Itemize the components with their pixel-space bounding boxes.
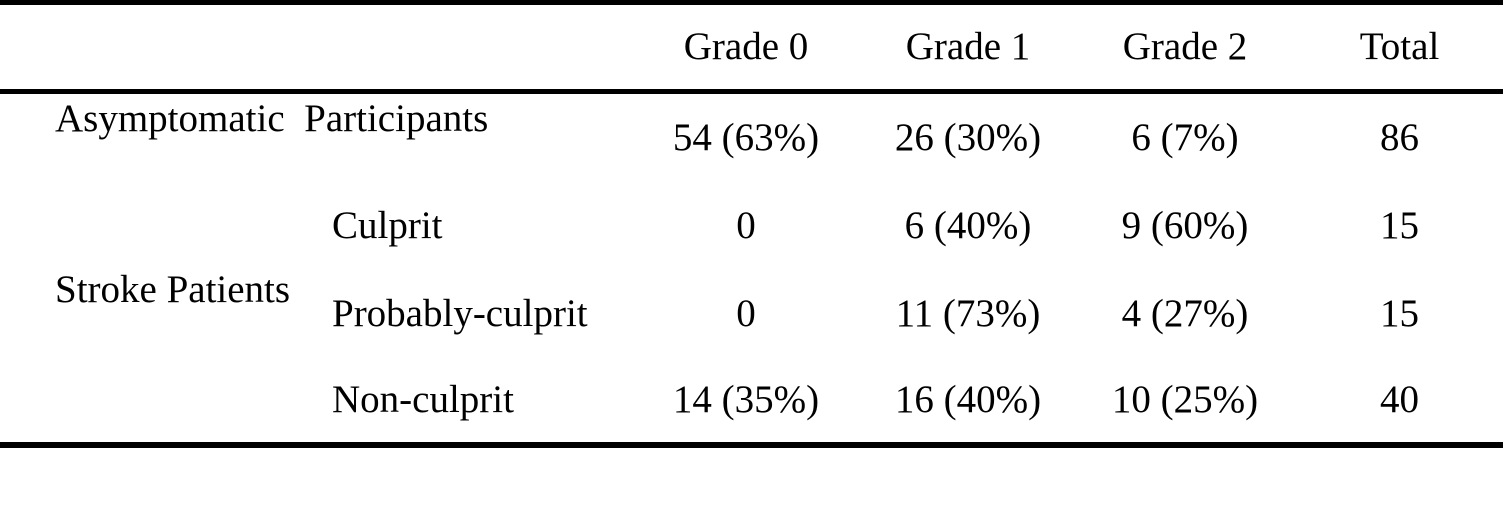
cell-asymptomatic-grade-0: 54 (63%) [672,115,820,159]
cell-non-culprit-total: 40 [1380,377,1419,421]
cell-probably-culprit-grade-0: 0 [736,292,756,336]
cell-probably-culprit-grade-1: 11 (73%) [895,292,1041,336]
cell-non-culprit-grade-1: 16 (40%) [894,377,1042,421]
header-stub-cell [0,3,630,92]
column-header-grade-2: Grade 2 [1122,24,1248,68]
table-row-asymptomatic: Asymptomatic Participants 54 (63%) 26 (3… [0,92,1503,183]
column-header-grade-0: Grade 0 [683,24,809,68]
cell-asymptomatic-grade-1: 26 (30%) [894,115,1042,159]
cell-non-culprit-grade-2: 10 (25%) [1111,377,1259,421]
cell-culprit-grade-1: 6 (40%) [904,204,1032,248]
column-header-grade-1: Grade 1 [905,24,1031,68]
cell-asymptomatic-grade-2: 6 (7%) [1131,115,1239,159]
table-row-probably-culprit: Probably-culprit 0 11 (73%) 4 (27%) 15 [0,271,1503,359]
cell-probably-culprit-grade-2: 4 (27%) [1121,292,1249,336]
header-row: Grade 0 Grade 1 Grade 2 Total [0,3,1503,92]
column-header-total: Total [1359,24,1440,68]
row-label-culprit: Culprit [332,204,443,248]
cell-culprit-grade-0: 0 [736,204,756,248]
table-row-culprit: Stroke Patients Culprit 0 6 (40%) 9 (60%… [0,183,1503,311]
cell-asymptomatic-total: 86 [1380,115,1419,159]
cell-probably-culprit-total: 15 [1380,292,1419,336]
row-label-probably-culprit: Probably-culprit [332,292,588,336]
cell-non-culprit-grade-0: 14 (35%) [672,377,820,421]
row-label-asymptomatic-participants: Asymptomatic Participants [55,97,489,140]
group-label-stroke-patients: Stroke Patients [55,267,291,311]
cell-culprit-grade-2: 9 (60%) [1121,204,1249,248]
lesion-grade-table: Grade 0 Grade 1 Grade 2 Total Asymptomat… [0,0,1503,448]
cell-culprit-total: 15 [1380,204,1419,248]
table-row-non-culprit: Non-culprit 14 (35%) 16 (40%) 10 (25%) 4… [0,359,1503,445]
row-label-non-culprit: Non-culprit [332,377,514,421]
